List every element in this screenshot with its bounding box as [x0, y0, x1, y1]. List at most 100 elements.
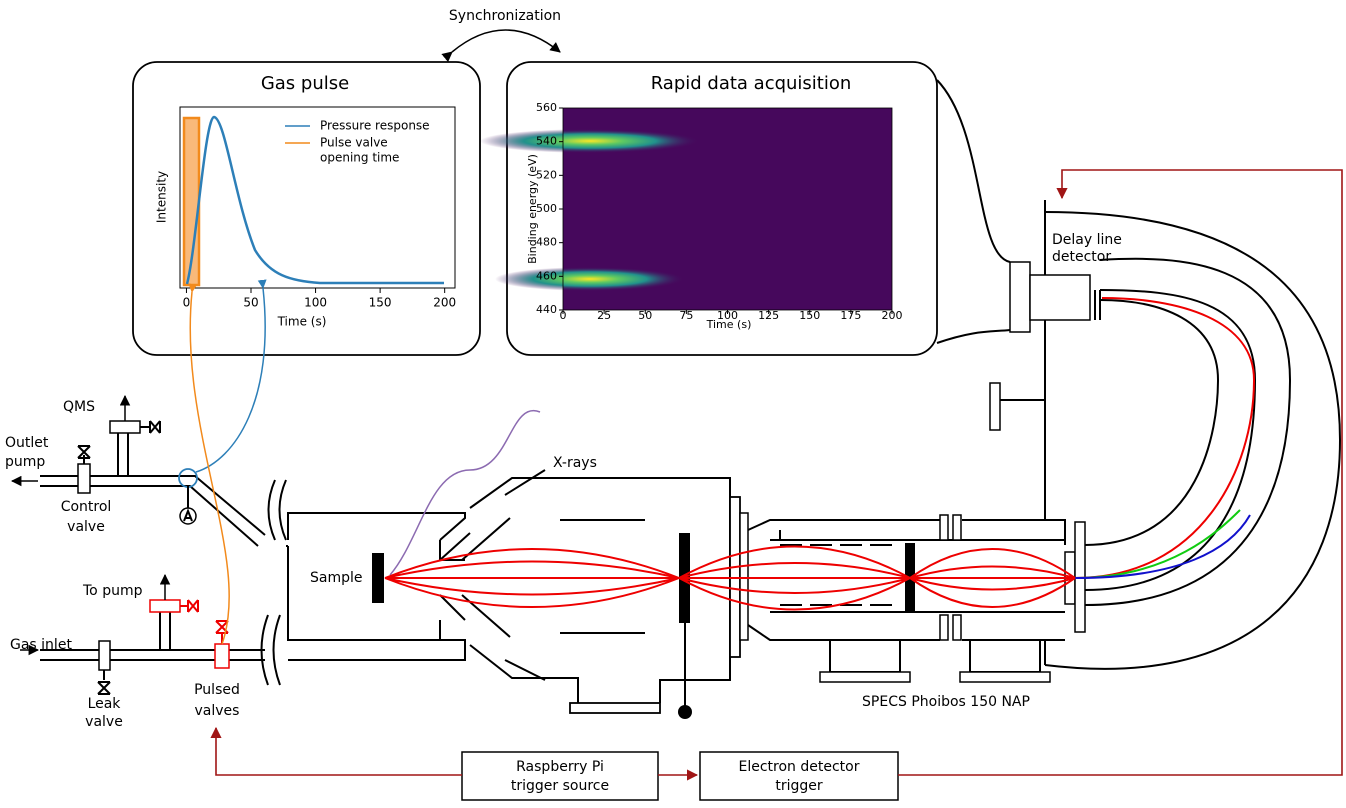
x-tick-label: 50 [243, 296, 258, 310]
gas-lines-part [160, 612, 170, 650]
y-axis-label: Intensity [155, 171, 169, 223]
chamber [288, 411, 730, 719]
gas-lines-part [110, 421, 140, 433]
x-tick-label: 200 [433, 296, 456, 310]
gas-lines-part [98, 670, 110, 694]
x-tick-label: 0 [560, 309, 567, 322]
x-tick-label: 50 [638, 309, 652, 322]
label: valve [85, 714, 123, 730]
gas-lines-part [40, 650, 265, 660]
x-axis-label: Time (s) [277, 315, 327, 329]
label: QMS [63, 399, 95, 415]
electron-trajectories-part [910, 549, 1075, 607]
gas-lines-part [78, 464, 90, 493]
x-ray-path [390, 411, 540, 575]
label: detector [1052, 249, 1111, 265]
heatmap-panel: Rapid data acquisition Time (s) Binding … [480, 62, 937, 355]
electron-trajectories [385, 547, 1075, 610]
legend-label: opening time [320, 151, 399, 165]
chamber-part [505, 470, 645, 680]
label: To pump [82, 583, 143, 599]
y-tick-label: 440 [536, 303, 557, 316]
trigger-chain-part [216, 728, 462, 775]
panel-title: Gas pulse [261, 73, 349, 94]
detector-connector [937, 80, 1010, 343]
analyzer-part [820, 672, 910, 682]
analyzer-part [1085, 259, 1290, 605]
y-tick-label: 480 [536, 236, 557, 249]
label: Outlet [5, 435, 49, 451]
label: valve [67, 519, 105, 535]
y-tick-label: 560 [536, 101, 557, 114]
analyzer-part [1030, 275, 1090, 320]
analyzer-part [780, 545, 900, 605]
legend-label: Pulse valve [320, 136, 388, 150]
chamber-part [570, 703, 660, 713]
label: Pulsed [194, 682, 240, 698]
y-tick-label: 520 [536, 168, 557, 181]
label: pump [5, 454, 45, 470]
analyzer-part [990, 383, 1000, 430]
x-tick-label: 25 [597, 309, 611, 322]
label: SPECS Phoibos 150 NAP [862, 694, 1030, 710]
label: valves [195, 703, 240, 719]
analyzer-part [953, 515, 961, 540]
label: Delay line [1052, 232, 1122, 248]
analyzer-part [960, 672, 1050, 682]
y-tick-label: 500 [536, 202, 557, 215]
x-tick-label: 100 [717, 309, 738, 322]
gas-lines-part [180, 600, 198, 612]
gas-lines-part [118, 432, 128, 476]
x-tick-label: 0 [183, 296, 191, 310]
gas-lines-part [216, 621, 228, 644]
label: Gas inlet [10, 637, 72, 653]
box-label: trigger source [511, 778, 609, 794]
x-tick-label: 100 [304, 296, 327, 310]
sync-arrow [452, 30, 560, 52]
analyzer-part [740, 513, 748, 640]
panel-title: Rapid data acquisition [651, 73, 852, 94]
analyzer-part [940, 515, 948, 540]
heatmap-panel-part [480, 129, 700, 153]
gas-lines-part [179, 469, 197, 487]
box-label: Electron detector [739, 759, 860, 775]
label: Sample [310, 570, 363, 586]
chamber-part [678, 705, 692, 719]
gas-lines-part [78, 446, 90, 464]
detector-connector-part [937, 80, 1010, 262]
analyzer-part [1010, 262, 1030, 332]
y-tick-label: 460 [536, 269, 557, 282]
gas-lines-part [150, 600, 180, 612]
label: X-rays [553, 455, 597, 471]
analyzer-part [830, 640, 1040, 672]
diagram: Synchronization Gas pulse Pressure respo… [0, 0, 1346, 803]
gas-lines-part [262, 480, 287, 685]
box-label: trigger [775, 778, 823, 794]
box-label: Raspberry Pi [516, 759, 604, 775]
x-tick-label: 200 [882, 309, 903, 322]
legend-label: Pressure response [320, 119, 430, 133]
chamber-part [440, 533, 470, 620]
analyzer-part [1075, 298, 1254, 578]
x-tick-label: 125 [758, 309, 779, 322]
analyzer-part [1095, 290, 1100, 320]
gas-lines-part [140, 421, 160, 433]
gas-lines-part [215, 644, 229, 668]
x-tick-label: 75 [679, 309, 693, 322]
analyzer-part [940, 615, 948, 640]
detector-connector-part [937, 330, 1010, 343]
analyzer-part [953, 615, 961, 640]
x-tick-label: 150 [799, 309, 820, 322]
electron-trajectories-part [385, 549, 679, 607]
analyzer-part [1085, 290, 1255, 590]
label: Control [61, 499, 112, 515]
gas-lines-part [286, 536, 288, 546]
x-tick-label: 175 [840, 309, 861, 322]
chamber-part [372, 553, 384, 603]
label: Leak [88, 696, 122, 712]
gas-pulse-panel: Gas pulse Pressure response Pulse valve … [133, 62, 480, 355]
heatmap-panel-part [495, 267, 685, 291]
sync-label: Synchronization [449, 8, 561, 24]
x-tick-label: 150 [369, 296, 392, 310]
trigger-chain-part [898, 170, 1342, 775]
